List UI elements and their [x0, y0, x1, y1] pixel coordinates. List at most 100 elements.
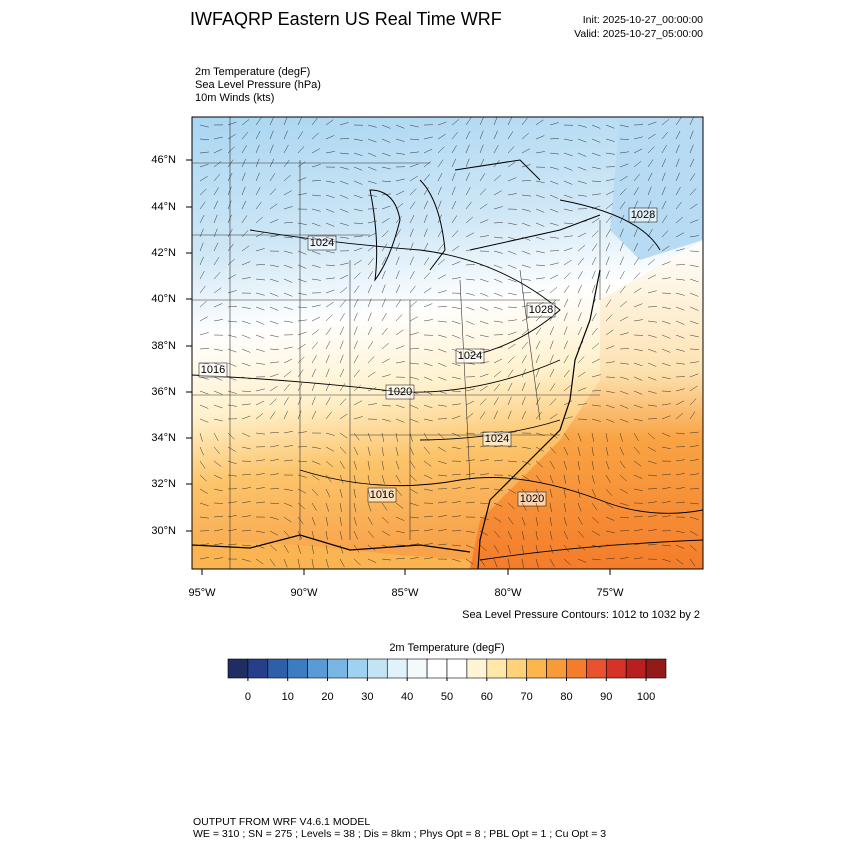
wind-barb [409, 502, 419, 506]
wind-barb [283, 278, 293, 283]
wind-barb [227, 159, 234, 168]
wind-barb [269, 320, 279, 325]
wind-barb [325, 474, 332, 483]
wind-barb [381, 342, 389, 350]
contour-label: 1024 [458, 350, 482, 362]
wind-barb [241, 119, 250, 126]
wind-barb [241, 172, 246, 182]
wind-barb [325, 368, 330, 378]
wind-barb [199, 474, 207, 482]
wind-barb [675, 117, 682, 126]
wind-barb [647, 243, 654, 252]
wind-barb [633, 187, 639, 196]
wind-barb [675, 348, 685, 352]
wind-barb [479, 334, 489, 338]
wind-barb [283, 558, 288, 568]
wind-barb [395, 474, 401, 483]
wind-barb [675, 558, 684, 565]
wind-barb [507, 319, 517, 322]
wind-barb [591, 230, 599, 238]
wind-barb [297, 369, 304, 378]
wind-barb [339, 413, 348, 420]
wind-barb [241, 145, 247, 154]
wind-barb [381, 544, 391, 548]
wind-barb [381, 205, 391, 210]
wind-barb [241, 348, 251, 353]
wind-barb [423, 362, 433, 367]
wind-barb [549, 313, 555, 322]
wind-barb [619, 418, 629, 423]
wind-barb [339, 122, 349, 126]
wind-barb [619, 285, 626, 294]
wind-barb [423, 515, 433, 518]
wind-barb [353, 558, 361, 566]
wind-barb [283, 116, 288, 126]
wind-barb [591, 418, 601, 422]
wind-barb [339, 502, 342, 512]
wind-barb [381, 390, 391, 392]
wind-barb [465, 172, 470, 182]
wind-barb [689, 292, 699, 297]
wind-barb [675, 362, 685, 365]
wind-barb [577, 194, 587, 197]
wind-barb [423, 173, 430, 182]
wind-barb [283, 410, 288, 420]
wind-barb [493, 206, 503, 210]
wind-barb [661, 277, 671, 280]
wind-barb [297, 193, 307, 196]
wind-barb [241, 403, 251, 406]
wind-barb [619, 432, 623, 442]
wind-barb [647, 362, 657, 367]
wind-barb [689, 558, 696, 567]
wind-barb [647, 133, 656, 140]
wind-barb [311, 164, 321, 168]
wind-barb [409, 151, 419, 154]
wind-barb [647, 404, 657, 407]
wind-barb [353, 259, 362, 266]
wind-barb [241, 215, 248, 224]
wind-barb [549, 530, 553, 540]
wind-barb [199, 332, 209, 336]
wind-barb [339, 152, 349, 155]
wind-barb [339, 398, 347, 406]
wind-barb [325, 289, 335, 294]
wind-barb [451, 230, 459, 238]
wind-barb [381, 558, 391, 561]
wind-barb [507, 502, 515, 510]
wind-barb [661, 145, 667, 154]
footer-line: OUTPUT FROM WRF V4.6.1 MODEL [193, 816, 370, 828]
wind-barb [353, 502, 356, 512]
wind-barb [591, 152, 601, 157]
colorbar-tick-label: 0 [245, 691, 251, 703]
wind-barb [269, 188, 277, 196]
colorbar-box [287, 658, 308, 679]
wind-barb [213, 557, 223, 560]
wind-barb [409, 348, 419, 350]
wind-barb [311, 117, 318, 126]
wind-barb [535, 327, 542, 336]
wind-barb [409, 285, 416, 294]
wind-barb [423, 214, 428, 224]
wind-barb [255, 558, 264, 565]
wind-barb [521, 250, 531, 255]
wind-barb [311, 382, 316, 392]
wind-barb [451, 215, 458, 224]
wind-barb [311, 558, 314, 568]
wind-barb [339, 313, 345, 322]
wind-barb [339, 166, 349, 170]
wind-barb [675, 487, 685, 490]
wind-barb [577, 298, 582, 308]
wind-barb [689, 116, 694, 126]
wind-barb [339, 383, 346, 392]
wind-barb [451, 261, 461, 266]
wind-barb [339, 222, 349, 226]
wind-barb [661, 306, 671, 310]
wind-barb [563, 369, 570, 378]
wind-barb [675, 306, 685, 311]
wind-barb [507, 488, 516, 494]
wind-barb [507, 356, 515, 364]
field-label: Sea Level Pressure (hPa) [195, 79, 321, 91]
wind-barb [577, 312, 582, 322]
wind-barb [241, 500, 251, 504]
